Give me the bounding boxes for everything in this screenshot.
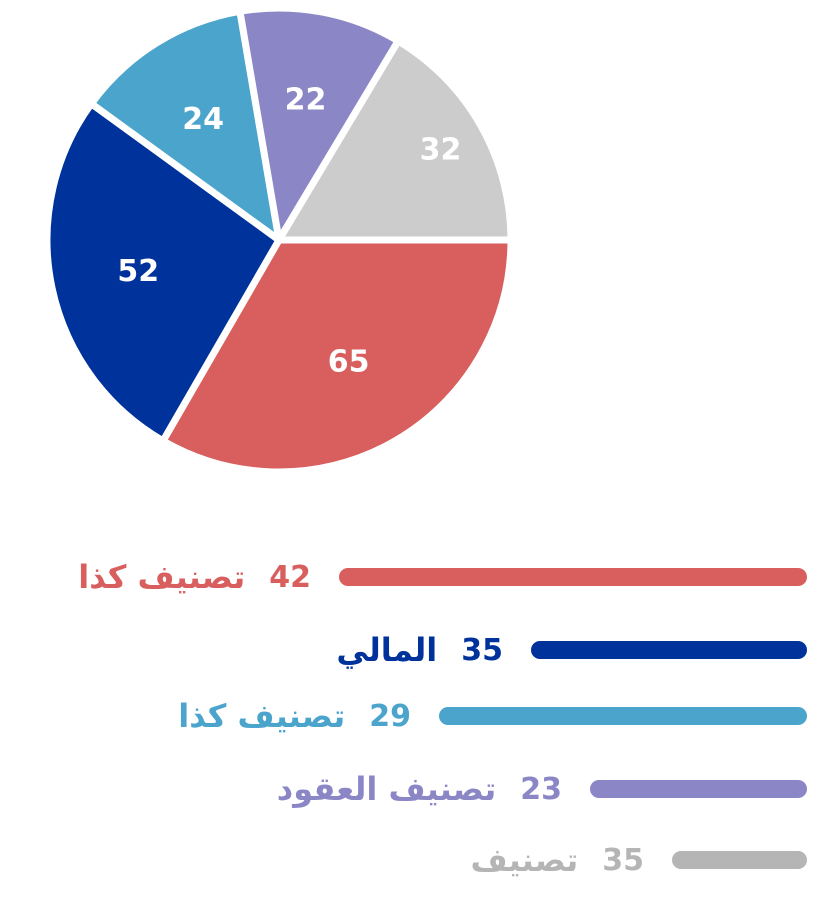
pie-label-3: 24 (182, 102, 224, 137)
legend-bar-2 (531, 641, 807, 659)
pie-label-1: 65 (328, 345, 370, 380)
pie-slice-5 (275, 37, 515, 244)
legend-label-5: تصنيف (470, 841, 579, 879)
pie-label-2: 52 (117, 254, 159, 289)
legend-value-5: 35 (602, 842, 644, 878)
legend-label-4: تصنيف العقود (276, 770, 497, 808)
legend-value-1: 42 (269, 559, 311, 595)
legend-value-3: 29 (369, 698, 411, 734)
pie-slice-4 (236, 4, 402, 244)
legend-value-4: 23 (520, 771, 562, 807)
pie-slice-2 (43, 100, 283, 445)
pie-label-4: 22 (285, 83, 327, 118)
legend-label-2: المالي (336, 631, 438, 669)
legend-row-1: 42 تصنيف كذا (78, 557, 807, 597)
legend-row-2: 35 المالي (336, 630, 807, 670)
legend-bar-5 (672, 851, 807, 869)
legend-bar-3 (439, 707, 807, 725)
legend-row-3: 29 تصنيف كذا (178, 696, 807, 736)
pie-label-5: 32 (420, 132, 462, 167)
pie-slice-3 (87, 7, 283, 244)
legend-value-2: 35 (461, 632, 503, 668)
legend-label-3: تصنيف كذا (178, 697, 346, 735)
legend-bar-4 (590, 780, 807, 798)
pie-chart: 65 52 24 22 32 (43, 4, 515, 476)
legend-label-1: تصنيف كذا (78, 558, 246, 596)
pie-slice-1 (159, 236, 515, 476)
legend-bar-1 (339, 568, 807, 586)
legend-row-4: 23 تصنيف العقود (277, 769, 807, 809)
legend-row-5: 35 تصنيف (470, 840, 807, 880)
